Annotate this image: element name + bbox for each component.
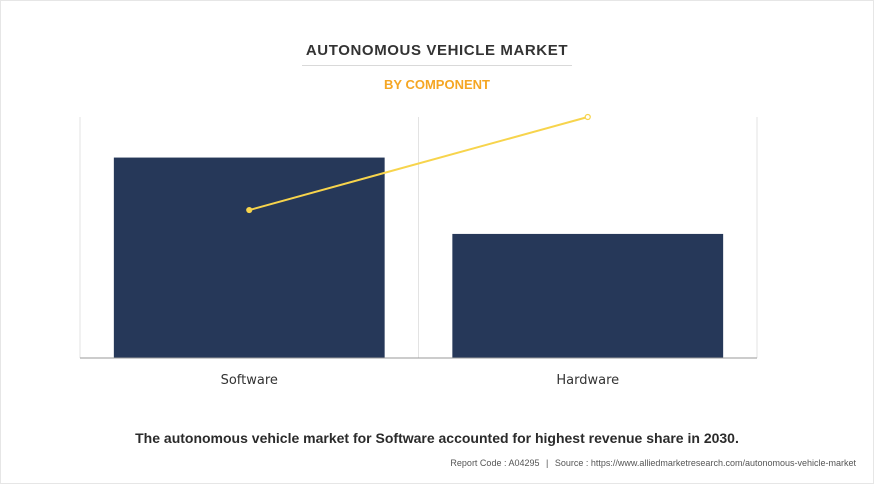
trend-point-software[interactable] <box>246 206 253 214</box>
trend-point-hardware[interactable] <box>584 113 591 121</box>
line-series <box>246 113 591 214</box>
bar-software[interactable] <box>113 157 385 358</box>
bars <box>113 157 724 358</box>
chart-subtitle: BY COMPONENT <box>384 77 490 92</box>
gridlines <box>79 117 758 358</box>
bar-hardware[interactable] <box>452 233 724 358</box>
x-tick-label-hardware: Hardware <box>556 373 619 388</box>
title-divider <box>302 65 572 66</box>
chart-caption: The autonomous vehicle market for Softwa… <box>135 430 739 446</box>
tick-labels: Software Hardware <box>221 373 620 388</box>
source-separator: | <box>546 458 549 468</box>
x-tick-label-software: Software <box>221 373 278 388</box>
source-footer: Report Code : A04295 | Source : https://… <box>450 458 856 468</box>
chart-title: AUTONOMOUS VEHICLE MARKET <box>305 42 569 59</box>
report-code: Report Code : A04295 <box>450 458 540 468</box>
source-link[interactable]: Source : https://www.alliedmarketresearc… <box>554 458 856 468</box>
trend-line <box>248 116 589 212</box>
